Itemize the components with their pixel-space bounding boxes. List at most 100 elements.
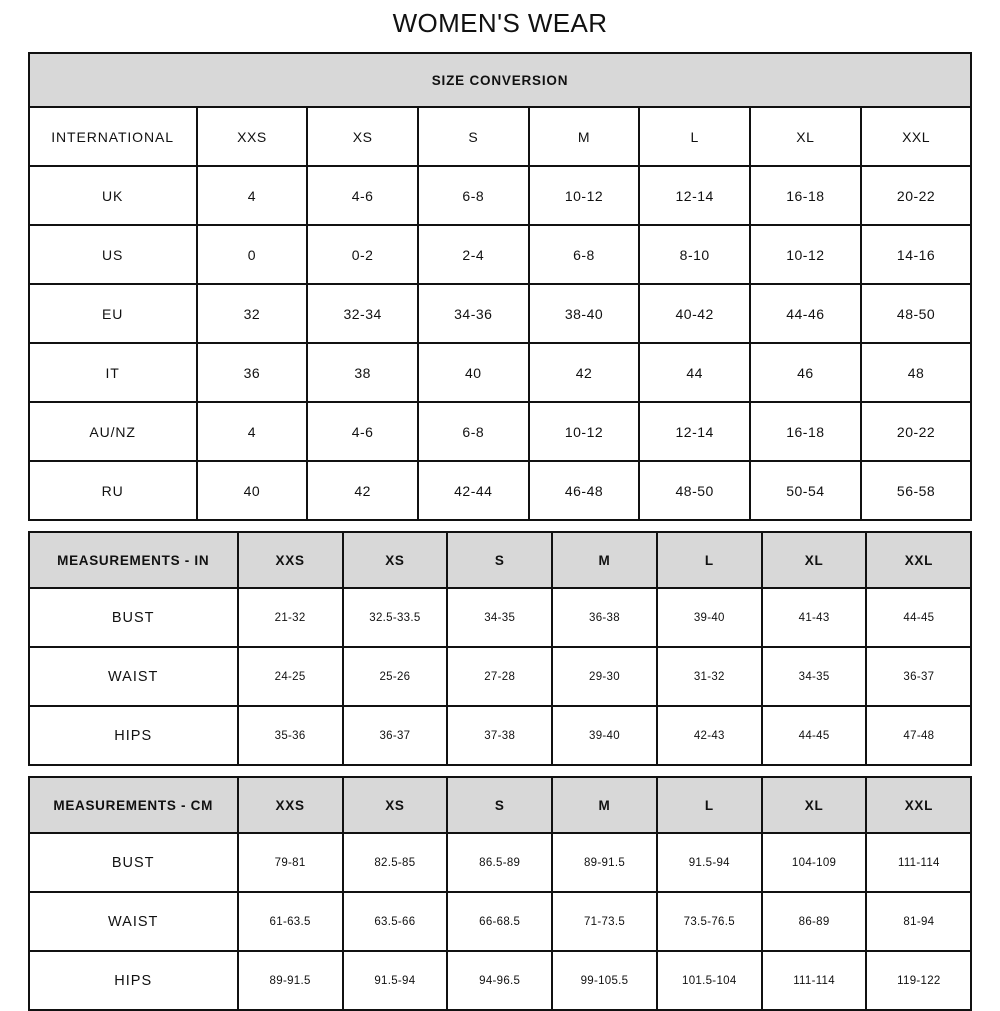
cell-uk-m: 10-12 bbox=[527, 165, 641, 226]
cell-aunz-s: 6-8 bbox=[416, 401, 530, 462]
column-header-s: S bbox=[416, 106, 530, 167]
table-row: AU/NZ 4 4-6 6-8 10-12 12-14 16-18 20-22 bbox=[27, 401, 973, 462]
table-row: HIPS 89-91.5 91.5-94 94-96.5 99-105.5 10… bbox=[27, 950, 973, 1011]
column-header-cm-xs: XS bbox=[341, 776, 449, 834]
cell-cm-hips-l: 101.5-104 bbox=[655, 950, 763, 1011]
cell-cm-bust-s: 86.5-89 bbox=[446, 832, 554, 893]
cell-us-l: 8-10 bbox=[638, 224, 752, 285]
cell-cm-hips-xl: 111-114 bbox=[760, 950, 868, 1011]
cell-cm-waist-xl: 86-89 bbox=[760, 891, 868, 952]
cell-cm-waist-xxl: 81-94 bbox=[865, 891, 973, 952]
cell-in-hips-xl: 44-45 bbox=[760, 705, 868, 766]
column-header-cm-s: S bbox=[446, 776, 554, 834]
cell-cm-bust-xxs: 79-81 bbox=[236, 832, 344, 893]
cell-in-bust-xs: 32.5-33.5 bbox=[341, 587, 449, 648]
cell-in-hips-s: 37-38 bbox=[446, 705, 554, 766]
row-label-eu: EU bbox=[27, 283, 198, 344]
cell-eu-xs: 32-34 bbox=[306, 283, 419, 344]
cell-in-waist-xxl: 36-37 bbox=[865, 646, 973, 707]
cell-us-xs: 0-2 bbox=[306, 224, 419, 285]
cell-uk-xxl: 20-22 bbox=[859, 165, 973, 226]
row-label-ru: RU bbox=[27, 460, 198, 521]
column-header-in-l: L bbox=[655, 531, 763, 589]
cell-cm-bust-l: 91.5-94 bbox=[655, 832, 763, 893]
column-header-international: INTERNATIONAL bbox=[27, 106, 198, 167]
cell-ru-m: 46-48 bbox=[527, 460, 641, 521]
cell-in-bust-xxl: 44-45 bbox=[865, 587, 973, 648]
cell-cm-hips-s: 94-96.5 bbox=[446, 950, 554, 1011]
cell-aunz-xs: 4-6 bbox=[306, 401, 419, 462]
row-label-cm-hips: HIPS bbox=[27, 950, 239, 1011]
cell-ru-xxl: 56-58 bbox=[859, 460, 973, 521]
cell-cm-bust-m: 89-91.5 bbox=[551, 832, 658, 893]
column-header-in-s: S bbox=[446, 531, 554, 589]
cell-cm-waist-m: 71-73.5 bbox=[551, 891, 658, 952]
cell-eu-m: 38-40 bbox=[527, 283, 641, 344]
column-header-in-xxl: XXL bbox=[865, 531, 973, 589]
cell-in-hips-m: 39-40 bbox=[551, 705, 658, 766]
cell-eu-xxl: 48-50 bbox=[859, 283, 973, 344]
cell-it-xxl: 48 bbox=[859, 342, 973, 403]
table-header-row: MEASUREMENTS - CM XXS XS S M L XL XXL bbox=[27, 776, 973, 834]
size-conversion-body: SIZE CONVERSION INTERNATIONAL XXS XS S M… bbox=[27, 52, 973, 521]
cell-ru-s: 42-44 bbox=[416, 460, 530, 521]
cell-aunz-xl: 16-18 bbox=[749, 401, 862, 462]
column-header-in-xl: XL bbox=[760, 531, 868, 589]
cell-in-bust-l: 39-40 bbox=[655, 587, 763, 648]
table-header-row: INTERNATIONAL XXS XS S M L XL XXL bbox=[27, 106, 973, 167]
table-row: HIPS 35-36 36-37 37-38 39-40 42-43 44-45… bbox=[27, 705, 973, 766]
table-row: EU 32 32-34 34-36 38-40 40-42 44-46 48-5… bbox=[27, 283, 973, 344]
measurements-cm-table: MEASUREMENTS - CM XXS XS S M L XL XXL BU… bbox=[27, 776, 973, 1011]
cell-in-hips-xxl: 47-48 bbox=[865, 705, 973, 766]
cell-in-hips-xs: 36-37 bbox=[341, 705, 449, 766]
row-label-in-waist: WAIST bbox=[27, 646, 239, 707]
cell-in-waist-s: 27-28 bbox=[446, 646, 554, 707]
cell-in-bust-xl: 41-43 bbox=[760, 587, 868, 648]
cell-cm-waist-xs: 63.5-66 bbox=[341, 891, 449, 952]
row-label-us: US bbox=[27, 224, 198, 285]
cell-in-waist-m: 29-30 bbox=[551, 646, 658, 707]
table-row: BUST 21-32 32.5-33.5 34-35 36-38 39-40 4… bbox=[27, 587, 973, 648]
cell-in-bust-s: 34-35 bbox=[446, 587, 554, 648]
column-header-in-m: M bbox=[551, 531, 658, 589]
table-row: US 0 0-2 2-4 6-8 8-10 10-12 14-16 bbox=[27, 224, 973, 285]
cell-us-s: 2-4 bbox=[416, 224, 530, 285]
cell-eu-xl: 44-46 bbox=[749, 283, 862, 344]
cell-eu-s: 34-36 bbox=[416, 283, 530, 344]
row-label-aunz: AU/NZ bbox=[27, 401, 198, 462]
column-header-cm-xxs: XXS bbox=[236, 776, 344, 834]
cell-eu-xxs: 32 bbox=[195, 283, 309, 344]
cell-it-s: 40 bbox=[416, 342, 530, 403]
table-row: UK 4 4-6 6-8 10-12 12-14 16-18 20-22 bbox=[27, 165, 973, 226]
measurements-cm-body: MEASUREMENTS - CM XXS XS S M L XL XXL BU… bbox=[27, 776, 973, 1011]
table-row: WAIST 24-25 25-26 27-28 29-30 31-32 34-3… bbox=[27, 646, 973, 707]
cell-cm-hips-xxs: 89-91.5 bbox=[236, 950, 344, 1011]
column-header-in-xs: XS bbox=[341, 531, 449, 589]
column-header-cm-xxl: XXL bbox=[865, 776, 973, 834]
row-label-in-hips: HIPS bbox=[27, 705, 239, 766]
cell-in-waist-xs: 25-26 bbox=[341, 646, 449, 707]
cell-it-xs: 38 bbox=[306, 342, 419, 403]
cell-it-l: 44 bbox=[638, 342, 752, 403]
cell-cm-hips-xxl: 119-122 bbox=[865, 950, 973, 1011]
cell-in-waist-xxs: 24-25 bbox=[236, 646, 344, 707]
cell-aunz-xxl: 20-22 bbox=[859, 401, 973, 462]
column-header-cm-l: L bbox=[655, 776, 763, 834]
cell-eu-l: 40-42 bbox=[638, 283, 752, 344]
cell-aunz-l: 12-14 bbox=[638, 401, 752, 462]
banner-row: SIZE CONVERSION bbox=[27, 52, 973, 108]
cell-us-xl: 10-12 bbox=[749, 224, 862, 285]
cell-in-bust-m: 36-38 bbox=[551, 587, 658, 648]
cell-uk-xl: 16-18 bbox=[749, 165, 862, 226]
cell-us-m: 6-8 bbox=[527, 224, 641, 285]
cell-aunz-m: 10-12 bbox=[527, 401, 641, 462]
cell-it-xxs: 36 bbox=[195, 342, 309, 403]
size-conversion-table: SIZE CONVERSION INTERNATIONAL XXS XS S M… bbox=[27, 52, 973, 521]
cell-us-xxs: 0 bbox=[195, 224, 309, 285]
cell-in-hips-l: 42-43 bbox=[655, 705, 763, 766]
column-header-in-xxs: XXS bbox=[236, 531, 344, 589]
row-label-cm-waist: WAIST bbox=[27, 891, 239, 952]
cell-cm-waist-l: 73.5-76.5 bbox=[655, 891, 763, 952]
cell-uk-l: 12-14 bbox=[638, 165, 752, 226]
